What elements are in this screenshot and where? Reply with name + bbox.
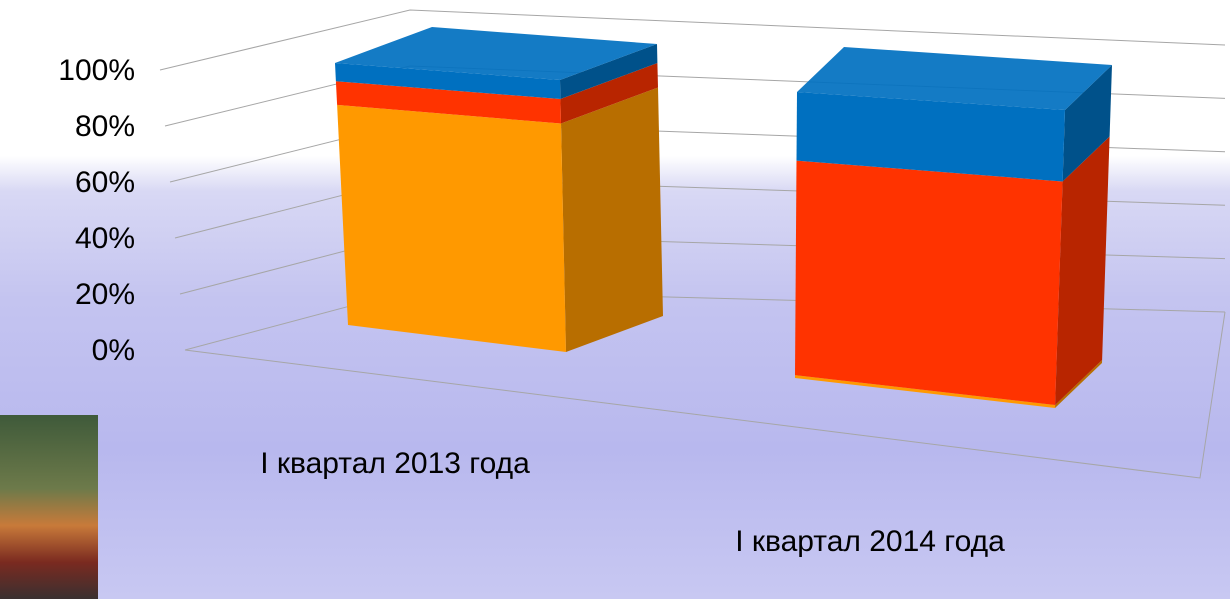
- x-tick-label: I квартал 2013 года: [260, 447, 530, 480]
- floor-edge: [184, 311, 1226, 479]
- bar-top: [335, 27, 657, 80]
- bar-segment: [796, 92, 1065, 182]
- y-tick-label: 80%: [75, 110, 135, 143]
- bar-segment: [335, 81, 561, 124]
- bar-side: [1055, 136, 1110, 405]
- bar-segment: [795, 160, 1063, 405]
- y-tick-label: 100%: [58, 54, 135, 87]
- photo: [0, 415, 98, 599]
- bar-side: [1055, 360, 1103, 408]
- bar-segment: [795, 375, 1056, 408]
- bar-side: [561, 87, 663, 352]
- y-tick-label: 40%: [75, 222, 135, 255]
- bar-side: [560, 63, 658, 124]
- grid-line: [159, 9, 1226, 71]
- y-tick-label: 60%: [75, 166, 135, 199]
- bar-top: [797, 47, 1112, 110]
- bar-side: [560, 44, 658, 99]
- x-tick-label: I квартал 2014 года: [735, 525, 1005, 558]
- bar-segment: [335, 63, 561, 99]
- bar-segment: [337, 104, 566, 353]
- y-tick-label: 0%: [92, 334, 135, 367]
- y-tick-label: 20%: [75, 278, 135, 311]
- bar-side: [1062, 65, 1112, 182]
